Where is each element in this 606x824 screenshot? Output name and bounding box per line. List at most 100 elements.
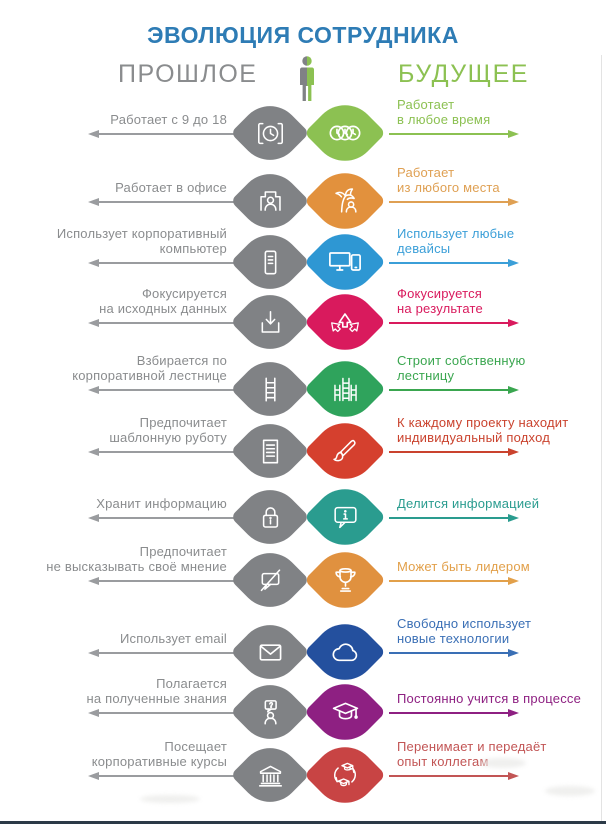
past-shape — [230, 161, 310, 241]
arrow-left-icon — [88, 648, 99, 657]
person-question-icon — [242, 684, 298, 740]
muted-speech-icon — [242, 552, 298, 608]
future-label: Работает в любое время — [397, 97, 491, 127]
arrow-right-icon — [508, 648, 519, 657]
ladders-icon — [316, 360, 374, 418]
arrow-right-icon — [508, 513, 519, 522]
past-label: Работает с 9 до 18 — [110, 112, 227, 127]
future-label: Использует любые девайсы — [397, 226, 515, 256]
three-clocks-icon — [316, 104, 374, 162]
past-arrow — [88, 197, 245, 206]
arrow-left-icon — [88, 385, 99, 394]
info-bubble-icon — [316, 488, 374, 546]
future-arrow — [389, 197, 519, 206]
past-label: Предпочитает шаблонную руботу — [109, 415, 227, 445]
future-label: Строит собственную лестницу — [397, 353, 526, 383]
arrow-right-icon — [508, 129, 519, 138]
future-arrow — [389, 513, 519, 522]
future-label: Постоянно учится в процессе — [397, 691, 582, 706]
past-arrow — [88, 385, 245, 394]
past-label: Фокусируется на исходных данных — [99, 286, 227, 316]
future-shape — [303, 733, 387, 817]
bank-icon — [242, 747, 298, 803]
arrow-right-icon — [508, 385, 519, 394]
arrow-right-icon — [508, 318, 519, 327]
future-label: Может быть лидером — [397, 559, 530, 574]
past-label: Использует корпоративный компьютер — [56, 226, 227, 256]
past-arrow — [88, 258, 245, 267]
paper-smudge — [545, 786, 595, 796]
future-shape — [303, 280, 387, 364]
cloud-icon — [316, 623, 374, 681]
past-shape — [230, 612, 310, 692]
office-person-icon — [242, 173, 298, 229]
future-label: Фокусируется на результате — [397, 286, 483, 316]
ladder-icon — [242, 361, 298, 417]
past-shape — [230, 282, 310, 362]
past-shape — [230, 349, 310, 429]
past-shape — [230, 93, 310, 173]
arrow-left-icon — [88, 513, 99, 522]
paper-smudge — [140, 795, 200, 803]
arrow-left-icon — [88, 447, 99, 456]
past-arrow — [88, 129, 245, 138]
future-arrow — [389, 708, 519, 717]
arrow-left-icon — [88, 318, 99, 327]
column-header-future: БУДУЩЕЕ — [398, 60, 529, 88]
paper-smudge — [480, 758, 526, 768]
past-label: Посещает корпоративные курсы — [91, 739, 227, 769]
envelope-icon — [242, 624, 298, 680]
caps-cycle-icon — [316, 746, 374, 804]
past-label: Работает в офисе — [115, 180, 227, 195]
future-shape — [303, 91, 387, 175]
future-arrow — [389, 318, 519, 327]
past-arrow — [88, 771, 245, 780]
arrow-right-icon — [508, 576, 519, 585]
future-arrow — [389, 385, 519, 394]
arrow-left-icon — [88, 197, 99, 206]
arrow-left-icon — [88, 576, 99, 585]
past-shape — [230, 540, 310, 620]
past-label: Полагается на полученные знания — [86, 676, 227, 706]
future-shape — [303, 220, 387, 304]
arrow-right-icon — [508, 258, 519, 267]
past-arrow — [88, 648, 245, 657]
palm-tree-icon — [316, 172, 374, 230]
future-shape — [303, 670, 387, 754]
future-label: Делится информацией — [397, 496, 540, 511]
computer-tower-icon — [242, 234, 298, 290]
future-label: Свободно использует новые технологии — [397, 616, 532, 646]
future-shape — [303, 475, 387, 559]
past-label: Хранит информацию — [96, 496, 227, 511]
past-shape — [230, 222, 310, 302]
future-arrow — [389, 129, 519, 138]
devices-icon — [316, 233, 374, 291]
arrow-right-icon — [508, 447, 519, 456]
paintbrush-icon — [316, 422, 374, 480]
page-title: ЭВОЛЮЦИЯ СОТРУДНИКА — [147, 22, 459, 48]
future-shape — [303, 159, 387, 243]
past-shape — [230, 477, 310, 557]
bottom-border-bar — [0, 821, 606, 824]
column-header-past: ПРОШЛОЕ — [118, 60, 258, 88]
past-arrow — [88, 318, 245, 327]
future-shape — [303, 409, 387, 493]
future-shape — [303, 538, 387, 622]
future-arrow — [389, 771, 519, 780]
past-arrow — [88, 513, 245, 522]
past-arrow — [88, 447, 245, 456]
future-label: Перенимает и передаёт опыт коллегам — [397, 739, 547, 769]
future-label: Работает из любого места — [397, 165, 500, 195]
arrow-left-icon — [88, 129, 99, 138]
past-shape — [230, 411, 310, 491]
future-arrow — [389, 576, 519, 585]
past-shape — [230, 672, 310, 752]
future-shape — [303, 610, 387, 694]
arrow-right-icon — [508, 708, 519, 717]
graduation-cap-icon — [316, 683, 374, 741]
future-arrow — [389, 258, 519, 267]
future-label: К каждому проекту находит индивидуальный … — [397, 415, 569, 445]
past-arrow — [88, 708, 245, 717]
future-arrow — [389, 648, 519, 657]
